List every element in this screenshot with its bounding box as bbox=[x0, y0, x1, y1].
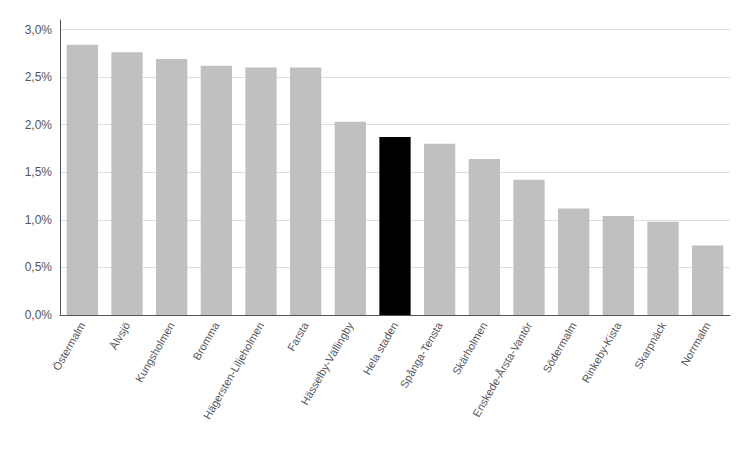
svg-text:1,5%: 1,5% bbox=[25, 165, 53, 179]
svg-text:0,0%: 0,0% bbox=[25, 308, 53, 322]
svg-text:Norrmalm: Norrmalm bbox=[678, 320, 713, 368]
svg-text:3,0%: 3,0% bbox=[25, 23, 53, 37]
svg-text:Rinkeby-Kista: Rinkeby-Kista bbox=[579, 319, 624, 384]
svg-text:2,5%: 2,5% bbox=[25, 70, 53, 84]
svg-text:Älvsjö: Älvsjö bbox=[107, 320, 132, 351]
svg-text:Bromma: Bromma bbox=[190, 319, 222, 362]
svg-text:1,0%: 1,0% bbox=[25, 213, 53, 227]
svg-text:Skarpnäck: Skarpnäck bbox=[632, 320, 669, 371]
svg-text:Spånga-Tensta: Spånga-Tensta bbox=[398, 319, 446, 390]
svg-text:Skärholmen: Skärholmen bbox=[450, 320, 490, 377]
svg-text:Farsta: Farsta bbox=[285, 319, 311, 353]
svg-text:Hela staden: Hela staden bbox=[360, 320, 400, 377]
svg-text:0,5%: 0,5% bbox=[25, 260, 53, 274]
svg-text:Enskede-Årsta-Vantör: Enskede-Årsta-Vantör bbox=[470, 320, 534, 419]
svg-text:Hägersten-Liljeholmen: Hägersten-Liljeholmen bbox=[201, 320, 266, 421]
svg-text:Hässelby-Vällingby: Hässelby-Vällingby bbox=[298, 320, 355, 407]
svg-text:Södermalm: Södermalm bbox=[540, 320, 578, 375]
svg-text:2,0%: 2,0% bbox=[25, 118, 53, 132]
svg-text:Kungsholmen: Kungsholmen bbox=[133, 320, 177, 384]
svg-text:Östermalm: Östermalm bbox=[50, 320, 87, 373]
